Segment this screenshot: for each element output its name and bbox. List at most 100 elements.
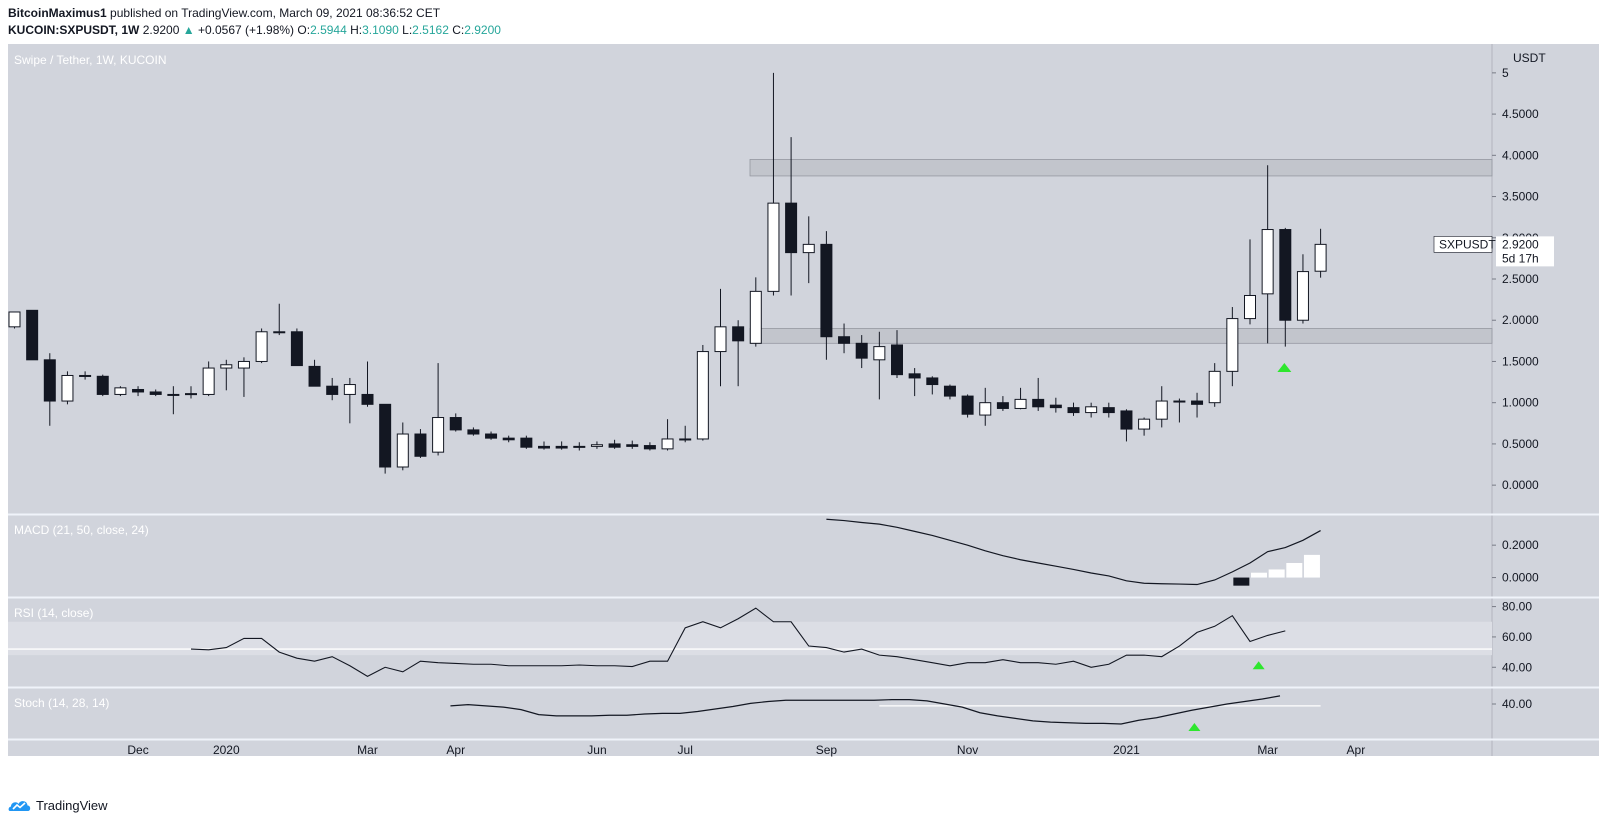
bear-candle <box>414 433 427 457</box>
bull-candle <box>343 384 356 395</box>
bear-candle <box>961 395 974 415</box>
bear-candle <box>626 444 639 447</box>
bull-candle <box>8 311 21 328</box>
bear-candle <box>855 342 868 359</box>
macd-histogram-bar <box>1303 554 1320 578</box>
bear-candle <box>290 331 303 367</box>
high-label: H: <box>350 23 363 37</box>
bear-candle <box>467 429 480 435</box>
quote-line: KUCOIN:SXPUSDT, 1W 2.9200 ▲ +0.0567 (+1.… <box>8 23 501 37</box>
bear-candle <box>79 374 92 377</box>
symbol-price-tag-label: SXPUSDT <box>1439 237 1496 251</box>
macd-histogram-bar <box>1286 562 1303 578</box>
bear-candle <box>26 309 39 361</box>
open-value: 2.5944 <box>310 23 347 37</box>
bear-candle <box>379 403 392 468</box>
signal-arrow-icon <box>1277 363 1292 372</box>
bear-candle <box>149 391 162 395</box>
bull-candle <box>661 438 674 450</box>
bull-candle <box>1296 271 1309 321</box>
bear-candle <box>891 344 903 376</box>
rsi-tick-label: 60.00 <box>1502 630 1532 644</box>
bull-candle <box>1085 406 1098 414</box>
rsi-tick-label: 80.00 <box>1502 600 1532 614</box>
bull-candle <box>679 438 692 441</box>
price-tick-label: 0.0000 <box>1502 478 1539 492</box>
stoch-line <box>450 695 1281 725</box>
time-axis-label: Mar <box>1257 743 1278 757</box>
bull-candle <box>873 346 886 361</box>
bear-candle <box>1032 398 1045 408</box>
bull-candle <box>273 331 286 334</box>
bear-candle <box>996 402 1009 409</box>
bear-candle <box>643 445 656 450</box>
macd-histogram-bar <box>1233 577 1250 586</box>
price-tick-label: 1.0000 <box>1502 396 1539 410</box>
bear-candle <box>502 437 515 441</box>
time-axis-label: Mar <box>357 743 378 757</box>
bear-candle <box>520 437 533 448</box>
bull-candle <box>1155 400 1168 420</box>
time-axis-label: Jun <box>587 743 606 757</box>
symbol-price-tag <box>1433 236 1493 253</box>
time-axis-label: Apr <box>446 743 465 757</box>
bear-candle <box>538 445 550 449</box>
footer-brand[interactable]: TradingView <box>36 797 108 813</box>
bull-candle <box>114 387 127 395</box>
macd-pane-title: MACD (21, 50, close, 24) <box>14 523 149 537</box>
stoch-pane-title: Stoch (14, 28, 14) <box>14 696 109 710</box>
price-unit-label: USDT <box>1513 51 1546 65</box>
bull-candle <box>714 326 727 353</box>
price-axis-background <box>1492 44 1599 756</box>
close-value: 2.9200 <box>464 23 501 37</box>
main-pane-title: Swipe / Tether, 1W, KUCOIN <box>14 53 167 67</box>
bear-candle <box>838 336 851 344</box>
published-line: BitcoinMaximus1 published on TradingView… <box>8 6 440 20</box>
bull-candle <box>237 360 250 369</box>
bear-candle <box>132 388 145 393</box>
chart-area[interactable]: 0.00000.50001.00001.50002.00002.50003.00… <box>0 44 1599 794</box>
symbol-label[interactable]: KUCOIN:SXPUSDT, 1W <box>8 23 140 37</box>
header: BitcoinMaximus1 published on TradingView… <box>0 0 1599 44</box>
low-value: 2.5162 <box>412 23 449 37</box>
bear-candle <box>608 443 621 448</box>
bull-candle <box>396 433 409 468</box>
close-label: C: <box>452 23 465 37</box>
tradingview-logo-icon[interactable] <box>8 797 32 813</box>
price-tick-label: 3.5000 <box>1502 190 1539 204</box>
signal-arrow-icon <box>1188 723 1201 731</box>
chart-canvas[interactable]: 0.00000.50001.00001.50002.00002.50003.00… <box>0 44 1599 794</box>
macd-histogram-bar <box>1268 569 1285 578</box>
bear-candle <box>555 445 568 449</box>
time-axis-label: 2020 <box>213 743 240 757</box>
price-tick-label: 5 <box>1502 66 1509 80</box>
bear-candle <box>1120 410 1133 430</box>
bear-candle <box>43 359 56 402</box>
bear-candle <box>908 373 921 379</box>
price-change: +0.0567 (+1.98%) <box>197 23 295 37</box>
time-axis-label: 2021 <box>1113 743 1140 757</box>
up-arrow-icon: ▲ <box>182 23 195 37</box>
bull-candle <box>432 417 445 453</box>
bull-candle <box>696 351 709 440</box>
bull-candle <box>1014 398 1027 409</box>
bull-candle <box>749 290 762 344</box>
macd-tick-label: 0.2000 <box>1502 538 1539 552</box>
rsi-band <box>8 621 1492 656</box>
rsi-line <box>190 607 1286 678</box>
high-value: 3.1090 <box>362 23 399 37</box>
bear-candle <box>96 375 109 395</box>
bear-candle <box>820 243 833 338</box>
bull-candle <box>1244 294 1256 320</box>
bear-candle <box>732 326 745 342</box>
bull-candle <box>61 374 74 402</box>
bear-candle <box>1102 407 1115 414</box>
bear-candle <box>308 365 321 387</box>
bull-candle <box>1208 370 1221 404</box>
price-tick-label: 2.5000 <box>1502 272 1539 286</box>
time-axis-label: Dec <box>127 743 148 757</box>
author-name[interactable]: BitcoinMaximus1 <box>8 6 107 20</box>
bear-candle <box>326 385 339 395</box>
bear-candle <box>1191 400 1204 405</box>
published-text: published on TradingView.com, March 09, … <box>110 6 441 20</box>
